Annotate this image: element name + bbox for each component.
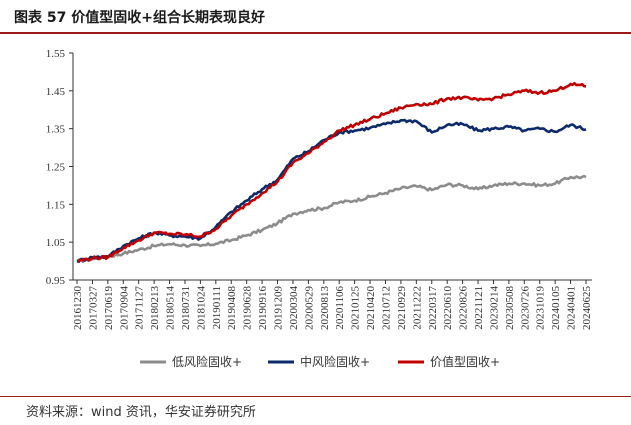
chart-title: 图表 57 价值型固收+组合长期表现良好 [14, 10, 265, 26]
line-chart: 1.551.451.351.251.151.050.95 20161230 201… [46, 48, 593, 369]
x-tick-label: 20181024 [195, 286, 207, 331]
x-tick-label: 20221121 [473, 286, 485, 330]
y-tick-label: 1.15 [46, 199, 66, 211]
x-tick-label: 20190408 [226, 286, 238, 331]
y-tick-label: 1.25 [46, 162, 66, 174]
x-tick-label: 20200813 [319, 286, 331, 331]
x-tick-label: 20230508 [504, 286, 516, 331]
series-lines [76, 81, 587, 263]
source-note: 资料来源：wind 资讯，华安证券研究所 [26, 405, 256, 420]
x-tick-label: 20200529 [303, 286, 315, 331]
x-tick-label: 20190628 [242, 286, 254, 331]
x-tick-label: 20190111 [211, 286, 223, 329]
x-axis-ticks: 20161230 20170327 20170619 20170904 20171127… [72, 280, 593, 330]
x-tick-label: 20240105 [550, 286, 562, 331]
title-bar: 图表 57 价值型固收+组合长期表现良好 [0, 0, 631, 34]
x-tick-label: 20230214 [488, 286, 500, 331]
x-tick-label: 20210929 [396, 286, 408, 331]
x-tick-label: 20210125 [350, 286, 362, 331]
series-line-1 [76, 118, 587, 263]
y-tick-label: 1.05 [46, 237, 66, 249]
series-line-0 [76, 174, 587, 263]
x-tick-label: 20220826 [458, 286, 470, 331]
legend-label-1: 中风险固收+ [300, 354, 370, 369]
x-tick-label: 20210712 [380, 286, 392, 330]
source-bar: 资料来源：wind 资讯，华安证券研究所 [0, 396, 631, 425]
y-tick-label: 1.45 [46, 86, 66, 98]
x-tick-label: 20180514 [165, 286, 177, 331]
legend: 低风险固收+ 中风险固收+ 价值型固收+ [140, 354, 500, 369]
x-tick-label: 20230726 [519, 286, 531, 331]
y-axis-ticks: 1.55 1.45 1.35 1.25 1.15 1.05 0.95 [46, 48, 73, 287]
x-tick-label: 20190916 [257, 286, 269, 331]
x-tick-label: 20171127 [134, 286, 146, 330]
x-tick-label: 20240401 [566, 286, 578, 330]
x-tick-label: 20180213 [149, 286, 161, 331]
y-tick-label: 0.95 [46, 275, 66, 287]
x-tick-label: 20231019 [535, 286, 547, 331]
y-tick-label: 1.55 [46, 48, 66, 60]
x-tick-label: 20161230 [72, 286, 84, 331]
x-tick-label: 20201106 [334, 286, 346, 330]
x-tick-label: 20170904 [118, 286, 130, 331]
x-tick-label: 20240625 [581, 286, 593, 331]
legend-label-0: 低风险固收+ [172, 354, 242, 369]
x-tick-label: 20200304 [288, 286, 300, 331]
x-tick-label: 20220317 [427, 286, 439, 331]
series-line-2 [77, 81, 587, 263]
y-tick-label: 1.35 [46, 124, 66, 136]
x-tick-label: 20180731 [180, 286, 192, 330]
legend-label-2: 价值型固收+ [430, 354, 500, 369]
x-tick-label: 20191209 [273, 286, 285, 331]
x-tick-label: 20210420 [365, 286, 377, 331]
x-tick-label: 20170619 [103, 286, 115, 331]
x-tick-label: 20220610 [442, 286, 454, 331]
x-tick-label: 20170327 [87, 286, 99, 331]
x-tick-label: 20211222 [411, 286, 423, 330]
